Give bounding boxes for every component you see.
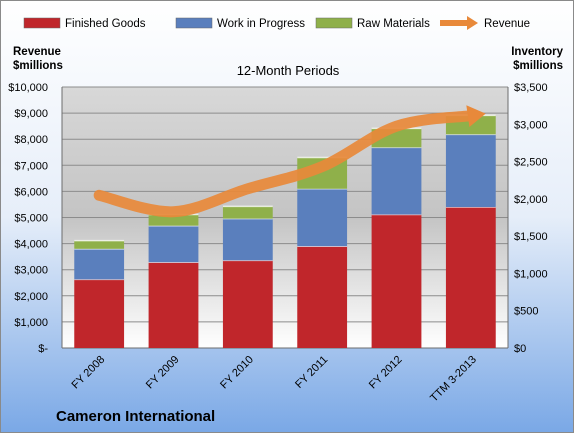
legend-swatch bbox=[175, 17, 213, 29]
bars bbox=[74, 114, 496, 348]
bar-segment bbox=[297, 188, 348, 247]
bar-segment bbox=[148, 262, 199, 348]
legend-label: Work in Progress bbox=[217, 18, 305, 30]
right-tick-label: $0 bbox=[514, 343, 526, 355]
legend-label: Revenue bbox=[484, 18, 530, 30]
bar-segment bbox=[445, 134, 496, 208]
legend-label: Raw Materials bbox=[357, 18, 430, 30]
bar-segment bbox=[222, 206, 273, 219]
gridlines bbox=[61, 86, 509, 349]
left-tick-label: $1,000 bbox=[14, 317, 48, 329]
right-tick-label: $3,000 bbox=[514, 119, 548, 131]
left-tick-label: $4,000 bbox=[14, 239, 48, 251]
legend-swatch bbox=[315, 17, 353, 29]
right-tick-label: $3,500 bbox=[514, 82, 548, 94]
revenue-line bbox=[93, 110, 477, 218]
left-tick-label: $- bbox=[38, 343, 48, 355]
right-axis-label-line1: Inventory bbox=[511, 46, 563, 58]
left-tick-label: $5,000 bbox=[14, 213, 48, 225]
bar-segment bbox=[74, 240, 125, 249]
revenue-arrowhead bbox=[466, 105, 486, 128]
right-tick-label: $1,500 bbox=[514, 231, 548, 243]
right-tick-label: $1,000 bbox=[514, 268, 548, 280]
bar-segment bbox=[74, 279, 125, 348]
legend-swatch bbox=[23, 17, 61, 29]
right-tick-label: $2,500 bbox=[514, 157, 548, 169]
bar-segment bbox=[148, 214, 199, 226]
right-tick-label: $500 bbox=[514, 306, 538, 318]
left-tick-label: $7,000 bbox=[14, 160, 48, 172]
left-tick-label: $2,000 bbox=[14, 291, 48, 303]
bar-segment bbox=[222, 260, 273, 348]
left-axis-label-line2: $millions bbox=[13, 60, 63, 72]
legend-label: Finished Goods bbox=[65, 18, 146, 30]
bar-segment bbox=[371, 214, 422, 348]
legend-arrowhead bbox=[467, 16, 478, 30]
bar-segment bbox=[371, 147, 422, 215]
legend: Finished Goods Work in Progress Raw Materi… bbox=[23, 16, 530, 30]
revenue-line-group bbox=[93, 105, 486, 218]
bar-segment bbox=[74, 248, 125, 280]
bar-segment bbox=[297, 246, 348, 348]
right-axis-label-line2: $millions bbox=[513, 60, 563, 72]
bar-segment bbox=[222, 218, 273, 261]
chart-title: 12-Month Periods bbox=[237, 63, 340, 78]
left-tick-label: $10,000 bbox=[8, 82, 48, 94]
left-tick-label: $8,000 bbox=[14, 134, 48, 146]
company-name: Cameron International bbox=[56, 408, 215, 425]
left-tick-label: $6,000 bbox=[14, 186, 48, 198]
left-tick-label: $9,000 bbox=[14, 108, 48, 120]
left-tick-label: $3,000 bbox=[14, 265, 48, 277]
right-tick-label: $2,000 bbox=[514, 194, 548, 206]
left-axis-label-line1: Revenue bbox=[13, 46, 61, 58]
bar-segment bbox=[445, 207, 496, 348]
bar-segment bbox=[148, 225, 199, 263]
